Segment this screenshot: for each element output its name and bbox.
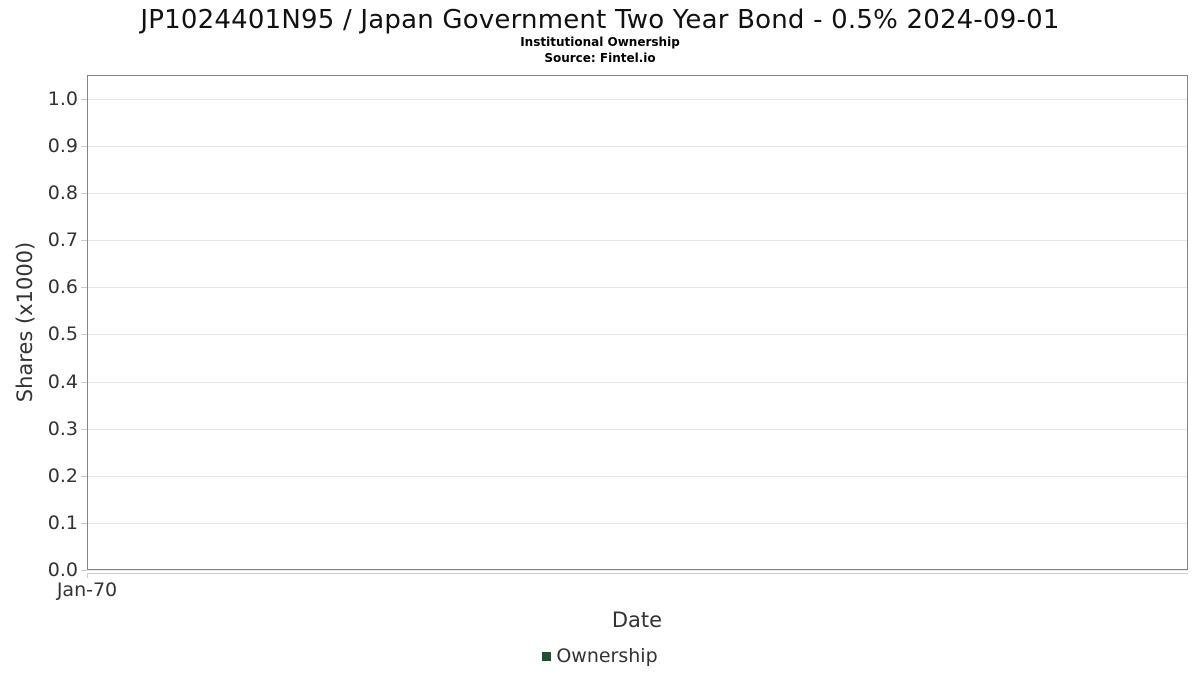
y-tick-label: 0.5 (47, 323, 78, 345)
y-tick-mark (81, 287, 87, 288)
legend: Ownership (0, 645, 1200, 667)
y-tick-mark (81, 476, 87, 477)
y-tick-label: 0.1 (47, 512, 78, 534)
y-tick-mark (81, 193, 87, 194)
y-gridline (87, 570, 1188, 571)
y-gridline (87, 382, 1188, 383)
y-tick-label: 0.9 (47, 135, 78, 157)
y-tick-mark (81, 523, 87, 524)
chart-source-note: Source: Fintel.io (544, 51, 656, 65)
plot-area (87, 75, 1188, 570)
x-axis-title: Date (611, 608, 663, 632)
y-tick-label: 0.3 (47, 418, 78, 440)
y-tick-mark (81, 570, 87, 571)
y-tick-label: 0.7 (47, 229, 78, 251)
y-gridline (87, 193, 1188, 194)
y-tick-label: 0.4 (47, 371, 78, 393)
y-tick-mark (81, 429, 87, 430)
legend-label: Ownership (556, 645, 658, 667)
y-gridline (87, 476, 1188, 477)
y-gridline (87, 240, 1188, 241)
chart-title: JP1024401N95 / Japan Government Two Year… (140, 5, 1060, 35)
y-tick-label: 0.6 (47, 276, 78, 298)
y-gridline (87, 523, 1188, 524)
y-tick-mark (81, 99, 87, 100)
y-tick-mark (81, 240, 87, 241)
y-tick-label: 0.0 (47, 559, 78, 581)
chart-subtitle: Institutional Ownership (520, 35, 680, 49)
x-tick-label: Jan-70 (56, 579, 118, 601)
y-tick-label: 1.0 (47, 88, 78, 110)
x-tick-mark (87, 573, 88, 578)
y-tick-mark (81, 146, 87, 147)
y-gridline (87, 429, 1188, 430)
y-gridline (87, 99, 1188, 100)
legend-item-ownership[interactable]: Ownership (542, 645, 658, 667)
y-tick-mark (81, 382, 87, 383)
y-axis-title: Shares (x1000) (13, 241, 37, 403)
x-axis-line (87, 573, 1188, 574)
y-tick-mark (81, 334, 87, 335)
legend-marker-square-icon (542, 651, 552, 661)
y-gridline (87, 287, 1188, 288)
y-gridline (87, 334, 1188, 335)
y-tick-label: 0.8 (47, 182, 78, 204)
y-gridline (87, 146, 1188, 147)
y-tick-label: 0.2 (47, 465, 78, 487)
